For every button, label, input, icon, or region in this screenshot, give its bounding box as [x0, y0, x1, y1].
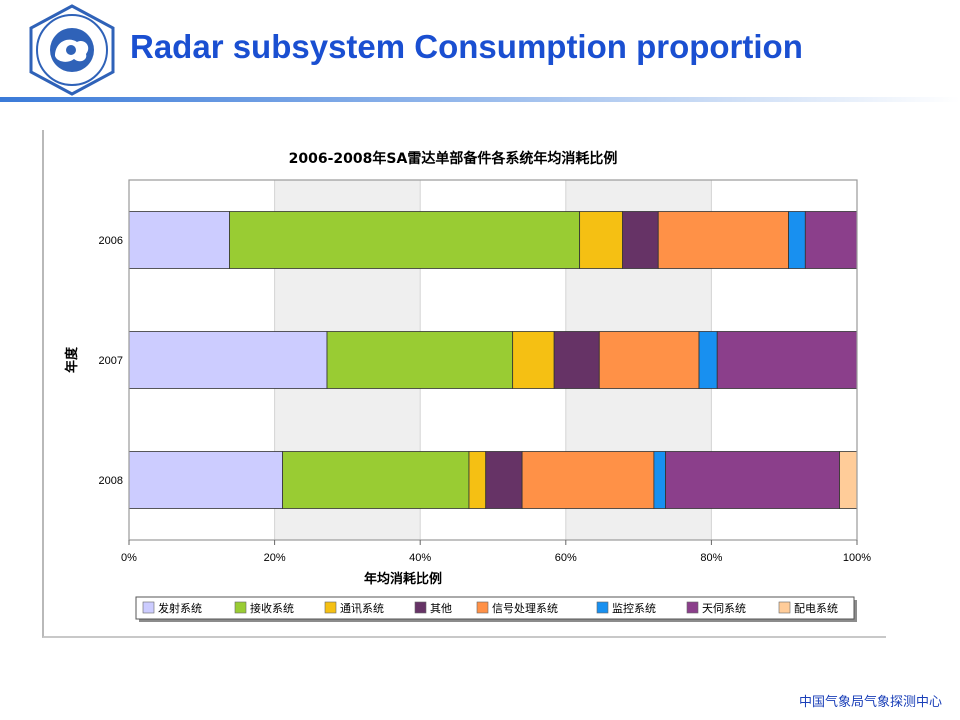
- y-tick-label: 2006: [99, 235, 123, 247]
- legend-label: 天伺系统: [702, 602, 746, 615]
- y-tick-label: 2008: [99, 475, 123, 487]
- bar-segment: [665, 451, 840, 509]
- bar-segment: [521, 451, 655, 509]
- stacked-bar-chart: 2006-2008年SA雷达单部备件各系统年均消耗比例 2006 2007 2008 0…: [64, 150, 871, 622]
- x-tick-label: 40%: [409, 552, 431, 564]
- slide-title: Radar subsystem Consumption proportion: [130, 28, 803, 65]
- bar-segment: [804, 211, 858, 269]
- legend-swatch: [596, 601, 609, 614]
- plot-border: [128, 179, 858, 541]
- chart-title: 2006-2008年SA雷达单部备件各系统年均消耗比例: [289, 150, 618, 167]
- bar-segment: [716, 331, 858, 389]
- legend-label: 通讯系统: [340, 602, 384, 615]
- x-tick-label: 80%: [700, 552, 722, 564]
- legend-swatch: [414, 601, 427, 614]
- bar-segment: [698, 331, 718, 389]
- legend-swatch: [778, 601, 791, 614]
- bar-segment: [653, 451, 666, 509]
- header-divider: [0, 97, 960, 102]
- legend-label: 发射系统: [158, 601, 202, 615]
- bar-segment: [282, 451, 470, 509]
- legend-swatch: [476, 601, 489, 614]
- y-axis-label: 年度: [64, 346, 80, 373]
- bar-segment: [622, 211, 659, 269]
- cma-logo: [22, 4, 122, 96]
- bar-segment: [839, 451, 858, 509]
- footer-org-name: 中国气象局气象探测中心: [798, 695, 942, 710]
- bar-segment: [579, 211, 623, 269]
- bar-segment: [512, 331, 555, 389]
- legend-swatch: [324, 601, 337, 614]
- legend-swatch: [686, 601, 699, 614]
- x-tick-label: 20%: [264, 552, 286, 564]
- legend-label: 监控系统: [612, 601, 656, 615]
- legend-label: 接收系统: [250, 601, 294, 615]
- bar-segment: [553, 331, 600, 389]
- bar-segment: [128, 211, 230, 269]
- x-axis-label: 年均消耗比例: [364, 571, 442, 587]
- x-tick-label: 60%: [555, 552, 577, 564]
- bar-segment: [788, 211, 806, 269]
- bar-segment: [128, 331, 328, 389]
- bar-segment: [485, 451, 523, 509]
- chart-frame: 2006-2008年SA雷达单部备件各系统年均消耗比例 2006 2007 2008 0…: [42, 130, 886, 638]
- y-tick-label: 2007: [99, 355, 123, 367]
- legend-label: 配电系统: [794, 602, 838, 615]
- legend-label: 其他: [430, 602, 452, 615]
- bar-segment: [128, 451, 284, 509]
- bar-segment: [657, 211, 789, 269]
- legend-swatch: [142, 601, 155, 614]
- legend-box: [135, 596, 855, 620]
- x-tick-label: 0%: [121, 552, 137, 564]
- bar-segment: [326, 331, 514, 389]
- bar-segment: [598, 331, 700, 389]
- x-tick-label: 100%: [843, 552, 871, 564]
- cma-emblem-icon: [29, 4, 115, 96]
- bar-segment: [468, 451, 487, 509]
- legend-label: 信号处理系统: [492, 602, 558, 615]
- bar-segment: [229, 211, 581, 269]
- legend-swatch: [234, 601, 247, 614]
